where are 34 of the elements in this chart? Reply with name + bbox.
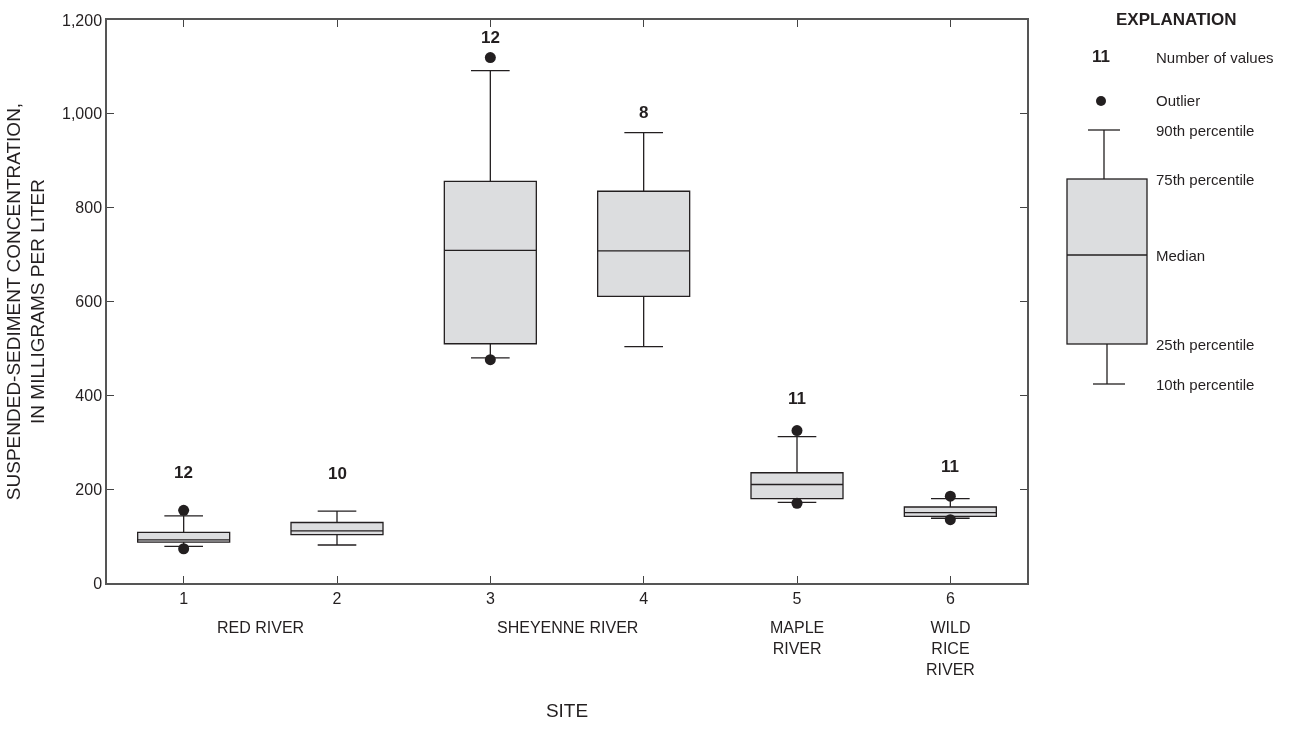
annotation: 8 [639,103,649,122]
y-tick-label: 1,200 [62,11,103,29]
annotation: 11 [788,389,806,408]
y-tick-label: 0 [93,574,103,592]
x-tick-label: 4 [639,589,649,607]
text: 25th percentile [1156,335,1255,353]
annotation: 12 [174,463,193,482]
text: 75th percentile [1156,170,1255,188]
annotation: 11 [941,457,959,476]
x-tick-label: 5 [792,589,802,607]
y-tick-label: 600 [75,293,103,311]
x-tick-label: 1 [179,589,189,607]
text: Number of values [1156,48,1274,66]
text: MAPLE RIVER [770,619,825,657]
y-tick-label: 800 [75,199,103,217]
annotation: 10 [328,464,347,483]
text: SHEYENNE RIVER [497,619,639,636]
x-tick-label: 3 [485,589,495,607]
y-tick-label: 1,000 [62,105,103,123]
annotation: 12 [481,28,500,47]
text: EXPLANATION [1116,10,1237,30]
text: 10th percentile [1156,375,1255,393]
y-tick-label: 200 [75,480,103,498]
text: 11 [1092,47,1110,67]
text: Outlier [1156,91,1201,109]
x-tick-label: 2 [332,589,342,607]
text: Median [1156,246,1206,264]
text: RED RIVER [217,619,305,636]
y-axis-title: SUSPENDED-SEDIMENT CONCENTRATION, IN MILLIGRAMS PER LITER [2,102,49,501]
text: 90th percentile [1156,121,1255,139]
x-tick-label: 6 [945,589,955,607]
text: WILD RICE RIVER [926,619,975,678]
x-axis-title: SITE [545,700,589,722]
y-tick-label: 400 [75,386,103,404]
